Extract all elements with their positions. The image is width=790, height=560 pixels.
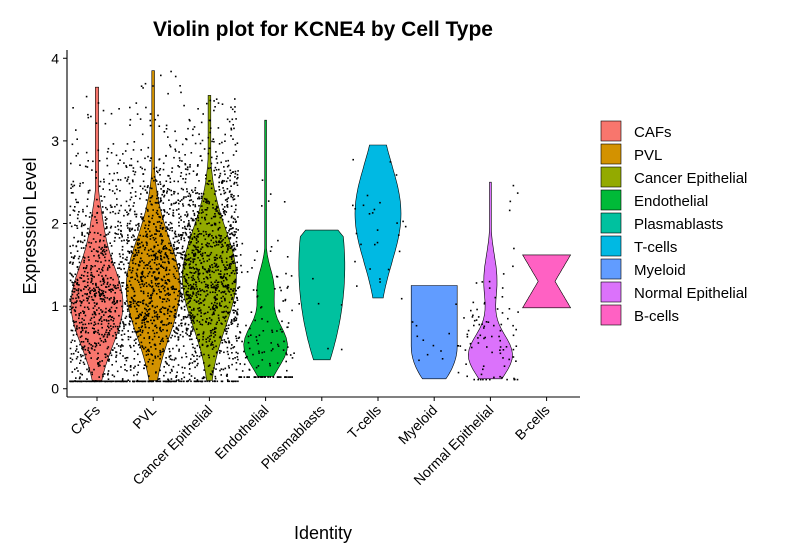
- legend-label: CAFs: [634, 124, 672, 141]
- violin-myeloid: [410, 285, 458, 380]
- legend-label: Endothelial: [634, 193, 708, 210]
- legend-key: [600, 120, 622, 142]
- x-axis-title: Identity: [294, 523, 352, 543]
- chart-title: Violin plot for KCNE4 by Cell Type: [153, 18, 493, 41]
- y-tick-label: 2: [51, 216, 59, 232]
- legend-key: [600, 258, 622, 280]
- legend-label: T-cells: [634, 239, 677, 256]
- violin-endothelial: [243, 119, 288, 377]
- violin-b-cells: [522, 254, 572, 309]
- violin-normal-epithelial: [467, 181, 513, 380]
- y-axis-title: Expression Level: [20, 157, 40, 294]
- y-tick-label: 1: [51, 298, 59, 314]
- y-tick-label: 0: [51, 381, 59, 397]
- y-tick-label: 4: [51, 50, 59, 66]
- legend-label: B-cells: [634, 308, 679, 325]
- x-tick-label: Myeloid: [395, 402, 440, 447]
- legend-label: Myeloid: [634, 262, 686, 279]
- points-normal-epithelial: [463, 184, 519, 381]
- legend-label: Normal Epithelial: [634, 285, 747, 302]
- points-myeloid: [411, 303, 462, 374]
- x-tick-label: T-cells: [344, 402, 384, 442]
- legend-key: [600, 304, 622, 326]
- x-tick-label: Endothelial: [211, 402, 271, 462]
- points-cafs: [69, 95, 127, 383]
- legend-key: [600, 143, 622, 165]
- legend-key: [600, 235, 622, 257]
- legend-key: [600, 189, 622, 211]
- legend-key: [600, 281, 622, 303]
- violin-pvl: [125, 70, 181, 381]
- points-plasmablasts: [298, 277, 343, 351]
- legend-label: Plasmablasts: [634, 216, 723, 233]
- legend-label: PVL: [634, 147, 662, 164]
- jitter-layer: [69, 70, 519, 383]
- y-tick-label: 3: [51, 133, 59, 149]
- legend-label: Cancer Epithelial: [634, 170, 747, 187]
- violin-plasmablasts: [298, 229, 346, 361]
- legend-key: [600, 212, 622, 234]
- points-pvl: [125, 70, 183, 383]
- x-tick-label: B-cells: [512, 402, 553, 443]
- legend: CAFs PVL Cancer Epithelial Endothelial Plasm…: [600, 120, 747, 326]
- points-cancer-epithelial: [181, 98, 239, 383]
- violin-t-cells: [354, 144, 402, 299]
- violin-layer: [70, 70, 572, 381]
- points-endothelial: [237, 179, 295, 378]
- points-t-cells: [352, 158, 407, 300]
- legend-key: [600, 166, 622, 188]
- x-tick-label: PVL: [129, 402, 159, 432]
- x-tick-label: CAFs: [67, 402, 103, 438]
